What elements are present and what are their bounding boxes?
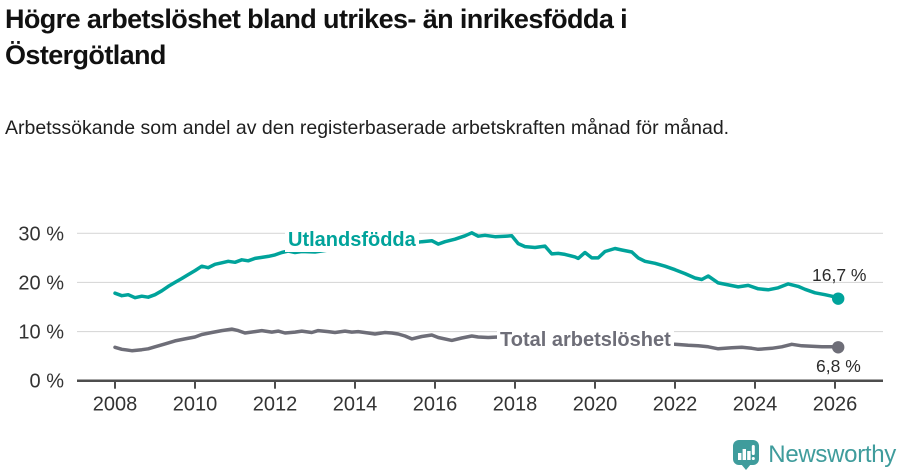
x-axis-tick-label: 2026	[813, 394, 858, 416]
y-axis-tick-label: 0 %	[30, 371, 65, 393]
newsworthy-logo: Newsworthy	[732, 439, 896, 470]
newsworthy-logo-text: Newsworthy	[768, 440, 896, 468]
end-value-label-total: 6,8 %	[816, 356, 861, 376]
page-subtitle: Arbetssökande som andel av den registerb…	[5, 117, 730, 139]
x-axis-tick-label: 2014	[333, 394, 378, 416]
x-axis-tick-label: 2012	[253, 394, 298, 416]
x-axis-tick-label: 2010	[173, 394, 218, 416]
series-end-dot-0	[832, 292, 845, 305]
y-axis-tick-label: 10 %	[18, 322, 64, 344]
y-axis-tick-label: 30 %	[18, 223, 64, 245]
x-axis-tick-label: 2020	[573, 394, 618, 416]
y-axis-tick-label: 20 %	[18, 272, 64, 294]
end-value-label-utlandsfodda: 16,7 %	[812, 265, 867, 285]
newsworthy-logo-icon	[733, 440, 760, 470]
series-label-total-arbetsloshet: Total arbetslöshet	[497, 328, 674, 352]
page-title: Högre arbetslöshet bland utrikes- än inr…	[5, 4, 628, 70]
series-end-dot-1	[832, 341, 845, 354]
x-axis-tick-label: 2022	[653, 394, 698, 416]
x-axis-tick-label: 2016	[413, 394, 458, 416]
series-line-1	[113, 327, 840, 353]
x-axis-tick-label: 2008	[93, 394, 138, 416]
x-axis-tick-label: 2024	[733, 394, 778, 416]
x-axis-tick-label: 2018	[493, 394, 538, 416]
series-line-0	[113, 231, 840, 301]
series-label-utlandsfodda: Utlandsfödda	[285, 228, 419, 252]
